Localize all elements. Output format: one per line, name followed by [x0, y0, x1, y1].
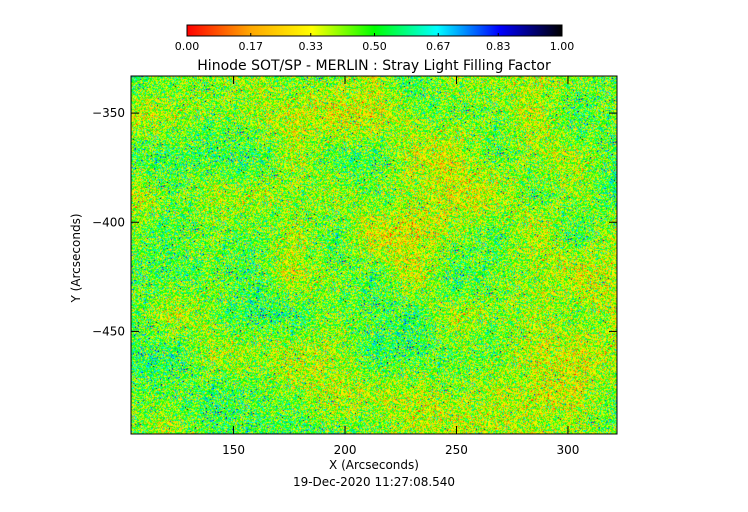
colorbar-tick-label: 0.67 — [426, 40, 451, 53]
y-tick-label: −450 — [92, 324, 125, 338]
heatmap-image — [131, 76, 617, 434]
chart-title: Hinode SOT/SP - MERLIN : Stray Light Fil… — [197, 58, 551, 74]
colorbar-ticks: 0.00 0.17 0.33 0.50 0.67 0.83 1.00 — [175, 33, 575, 53]
y-tick-label: −400 — [92, 215, 125, 229]
x-tick-label: 300 — [557, 443, 580, 457]
colorbar-tick-label: 0.50 — [362, 40, 387, 53]
colorbar-tick-label: 1.00 — [550, 40, 575, 53]
x-axis-ticks: 150 200 250 300 — [222, 76, 579, 457]
colorbar-tick-label: 0.00 — [175, 40, 200, 53]
x-tick-label: 200 — [334, 443, 357, 457]
x-axis-label: X (Arcseconds) — [329, 458, 419, 472]
colorbar: 0.00 0.17 0.33 0.50 0.67 0.83 1.00 — [175, 24, 575, 53]
x-tick-label: 150 — [222, 443, 245, 457]
plot-frame — [130, 75, 618, 435]
y-axis-label: Y (Arcseconds) — [69, 213, 83, 303]
colorbar-tick-label: 0.83 — [486, 40, 511, 53]
y-axis-ticks: −350 −400 −450 — [92, 106, 617, 338]
colorbar-tick-label: 0.33 — [299, 40, 324, 53]
timestamp: 19-Dec-2020 11:27:08.540 — [293, 475, 455, 489]
x-tick-label: 250 — [445, 443, 468, 457]
colorbar-tick-label: 0.17 — [239, 40, 264, 53]
y-tick-label: −350 — [92, 106, 125, 120]
